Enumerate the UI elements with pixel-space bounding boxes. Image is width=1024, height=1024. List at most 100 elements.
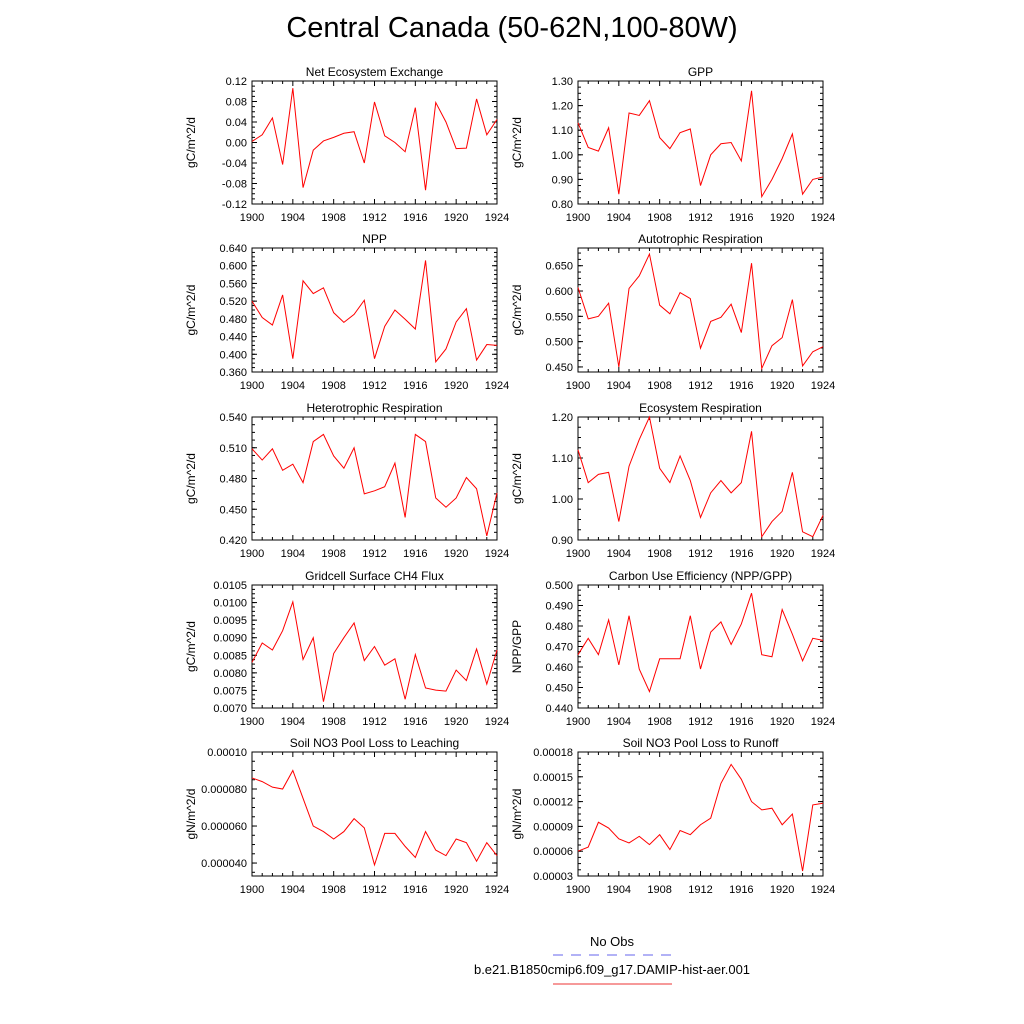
- gpp-ytick-label: 1.20: [552, 101, 573, 113]
- autotrophic-respiration-plot-frame: [577, 247, 824, 373]
- carbon-use-efficiency-npp-gpp-ytick-label: 0.440: [545, 703, 573, 715]
- gridcell-surface-ch4-flux-xtick-label: 1904: [281, 716, 305, 728]
- heterotrophic-respiration-xtick-label: 1916: [403, 548, 427, 560]
- ecosystem-respiration-plot-frame: [577, 416, 824, 541]
- soil-no3-pool-loss-to-leaching-xtick-label: 1920: [444, 884, 468, 896]
- autotrophic-respiration-xtick-label: 1912: [688, 380, 712, 392]
- gpp-xtick-label: 1904: [607, 212, 631, 224]
- soil-no3-pool-loss-to-runoff-xtick-label: 1924: [811, 884, 835, 896]
- net-ecosystem-exchange-ytick-label: 0.08: [226, 97, 247, 109]
- net-ecosystem-exchange-xtick-label: 1912: [362, 212, 386, 224]
- ecosystem-respiration-xtick-label: 1920: [770, 548, 794, 560]
- carbon-use-efficiency-npp-gpp-ytick-label: 0.500: [545, 580, 573, 592]
- autotrophic-respiration-ytick-label: 0.450: [545, 362, 573, 374]
- soil-no3-pool-loss-to-runoff-xtick-label: 1904: [607, 884, 631, 896]
- net-ecosystem-exchange-xtick-label: 1924: [485, 212, 509, 224]
- heterotrophic-respiration-ytick-label: 0.510: [219, 443, 247, 455]
- gridcell-surface-ch4-flux-xtick-label: 1920: [444, 716, 468, 728]
- carbon-use-efficiency-npp-gpp-xtick-label: 1904: [607, 716, 631, 728]
- soil-no3-pool-loss-to-leaching-xtick-label: 1924: [485, 884, 509, 896]
- npp-xtick-label: 1912: [362, 380, 386, 392]
- heterotrophic-respiration-ytick-label: 0.480: [219, 474, 247, 486]
- gpp-xtick-label: 1920: [770, 212, 794, 224]
- carbon-use-efficiency-npp-gpp-ytick-label: 0.480: [545, 621, 573, 633]
- carbon-use-efficiency-npp-gpp-xtick-label: 1916: [729, 716, 753, 728]
- soil-no3-pool-loss-to-runoff-xtick-label: 1916: [729, 884, 753, 896]
- gridcell-surface-ch4-flux-ytick-label: 0.0075: [213, 685, 247, 697]
- ecosystem-respiration-xtick-label: 1900: [566, 548, 590, 560]
- carbon-use-efficiency-npp-gpp-ytick-label: 0.490: [545, 601, 573, 613]
- soil-no3-pool-loss-to-leaching-plot-frame: [251, 751, 498, 877]
- npp-plot-frame: [251, 247, 498, 373]
- npp-series-line: [251, 260, 498, 364]
- autotrophic-respiration-ytick-label: 0.600: [545, 286, 573, 298]
- soil-no3-pool-loss-to-runoff-ytick-label: 0.00012: [533, 797, 573, 809]
- gpp-xtick-label: 1900: [566, 212, 590, 224]
- net-ecosystem-exchange-ytick-label: -0.04: [222, 158, 247, 170]
- net-ecosystem-exchange-xtick-label: 1916: [403, 212, 427, 224]
- gridcell-surface-ch4-flux-ytick-label: 0.0100: [213, 598, 247, 610]
- heterotrophic-respiration-plot-frame: [251, 416, 498, 541]
- net-ecosystem-exchange-title: Net Ecosystem Exchange: [306, 65, 444, 79]
- npp-xtick-label: 1924: [485, 380, 509, 392]
- autotrophic-respiration-ytick-label: 0.650: [545, 261, 573, 273]
- npp-ytick-label: 0.360: [219, 367, 247, 379]
- soil-no3-pool-loss-to-runoff-xtick-label: 1908: [647, 884, 671, 896]
- npp-ytick-label: 0.520: [219, 296, 247, 308]
- soil-no3-pool-loss-to-leaching-ytick-label: 0.000080: [201, 784, 247, 796]
- npp-xtick-label: 1908: [321, 380, 345, 392]
- gpp-xtick-label: 1908: [647, 212, 671, 224]
- net-ecosystem-exchange-ytick-label: 0.00: [226, 138, 247, 150]
- npp-ytick-label: 0.600: [219, 261, 247, 273]
- soil-no3-pool-loss-to-leaching-series-line: [251, 769, 498, 867]
- net-ecosystem-exchange-xtick-label: 1920: [444, 212, 468, 224]
- soil-no3-pool-loss-to-runoff-xtick-label: 1920: [770, 884, 794, 896]
- heterotrophic-respiration-xtick-label: 1908: [321, 548, 345, 560]
- carbon-use-efficiency-npp-gpp-xtick-label: 1908: [647, 716, 671, 728]
- gridcell-surface-ch4-flux-ytick-label: 0.0095: [213, 615, 247, 627]
- gridcell-surface-ch4-flux-ytick-label: 0.0090: [213, 633, 247, 645]
- carbon-use-efficiency-npp-gpp-xtick-label: 1920: [770, 716, 794, 728]
- net-ecosystem-exchange-ylabel: gC/m^2/d: [184, 117, 198, 168]
- gpp-ytick-label: 1.00: [552, 150, 573, 162]
- soil-no3-pool-loss-to-runoff-ylabel: gN/m^2/d: [510, 789, 524, 840]
- heterotrophic-respiration-xtick-label: 1900: [240, 548, 264, 560]
- soil-no3-pool-loss-to-leaching-ytick-label: 0.000060: [201, 821, 247, 833]
- carbon-use-efficiency-npp-gpp-ylabel: NPP/GPP: [510, 620, 524, 673]
- soil-no3-pool-loss-to-leaching-title: Soil NO3 Pool Loss to Leaching: [290, 736, 459, 750]
- soil-no3-pool-loss-to-runoff-ytick-label: 0.00018: [533, 747, 573, 759]
- carbon-use-efficiency-npp-gpp-ytick-label: 0.470: [545, 642, 573, 654]
- ecosystem-respiration-ytick-label: 1.20: [552, 412, 573, 424]
- ecosystem-respiration-ylabel: gC/m^2/d: [510, 453, 524, 504]
- gpp-series-line: [577, 90, 824, 199]
- soil-no3-pool-loss-to-leaching-xtick-label: 1900: [240, 884, 264, 896]
- npp-ytick-label: 0.480: [219, 314, 247, 326]
- autotrophic-respiration-xtick-label: 1920: [770, 380, 794, 392]
- gridcell-surface-ch4-flux-xtick-label: 1916: [403, 716, 427, 728]
- soil-no3-pool-loss-to-leaching-xtick-label: 1916: [403, 884, 427, 896]
- net-ecosystem-exchange-series-line: [251, 88, 498, 191]
- net-ecosystem-exchange-xtick-label: 1904: [281, 212, 305, 224]
- gpp-ytick-label: 0.80: [552, 199, 573, 211]
- heterotrophic-respiration-xtick-label: 1904: [281, 548, 305, 560]
- autotrophic-respiration-xtick-label: 1904: [607, 380, 631, 392]
- heterotrophic-respiration-xtick-label: 1912: [362, 548, 386, 560]
- soil-no3-pool-loss-to-runoff-title: Soil NO3 Pool Loss to Runoff: [623, 736, 780, 750]
- autotrophic-respiration-xtick-label: 1916: [729, 380, 753, 392]
- ecosystem-respiration-ytick-label: 0.90: [552, 535, 573, 547]
- soil-no3-pool-loss-to-leaching-xtick-label: 1904: [281, 884, 305, 896]
- heterotrophic-respiration-xtick-label: 1920: [444, 548, 468, 560]
- gridcell-surface-ch4-flux-xtick-label: 1912: [362, 716, 386, 728]
- npp-ytick-label: 0.400: [219, 349, 247, 361]
- ecosystem-respiration-xtick-label: 1908: [647, 548, 671, 560]
- carbon-use-efficiency-npp-gpp-title: Carbon Use Efficiency (NPP/GPP): [609, 569, 792, 583]
- ecosystem-respiration-title: Ecosystem Respiration: [639, 401, 762, 415]
- net-ecosystem-exchange-ytick-label: -0.12: [222, 199, 247, 211]
- autotrophic-respiration-ylabel: gC/m^2/d: [510, 285, 524, 336]
- gridcell-surface-ch4-flux-xtick-label: 1924: [485, 716, 509, 728]
- ecosystem-respiration-xtick-label: 1916: [729, 548, 753, 560]
- soil-no3-pool-loss-to-leaching-ytick-label: 0.00010: [207, 747, 247, 759]
- ecosystem-respiration-ytick-label: 1.10: [552, 453, 573, 465]
- heterotrophic-respiration-ytick-label: 0.450: [219, 504, 247, 516]
- gpp-ylabel: gC/m^2/d: [510, 117, 524, 168]
